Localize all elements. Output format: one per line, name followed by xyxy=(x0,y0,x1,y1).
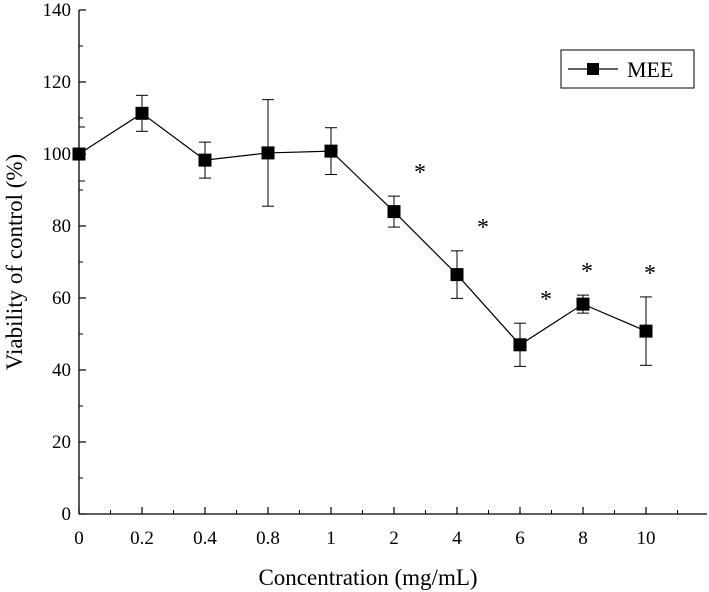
significance-asterisk: * xyxy=(540,287,552,313)
data-point xyxy=(324,144,338,158)
y-axis-title: Viability of control (%) xyxy=(2,154,27,370)
y-tick-label: 140 xyxy=(43,0,72,21)
error-bars xyxy=(78,94,652,367)
y-tick-label: 120 xyxy=(43,72,72,93)
x-tick-label: 1 xyxy=(326,528,336,549)
data-point xyxy=(261,146,275,160)
y-tick-label: 60 xyxy=(52,288,71,309)
data-point xyxy=(387,205,401,219)
significance-asterisk: * xyxy=(477,215,489,241)
y-ticks: 0 20 40 60 80 100 120 140 xyxy=(43,0,86,525)
x-tick-label: 10 xyxy=(637,528,656,549)
data-point xyxy=(639,324,653,338)
legend-marker xyxy=(587,63,599,75)
x-tick-label: 0.2 xyxy=(130,528,154,549)
significance-asterisk: * xyxy=(581,259,593,285)
data-point xyxy=(576,297,590,311)
legend-label-mee: MEE xyxy=(627,57,673,82)
data-point xyxy=(450,268,464,282)
data-point xyxy=(198,153,212,167)
y-tick-label: 20 xyxy=(52,432,71,453)
x-axis-title: Concentration (mg/mL) xyxy=(258,565,477,590)
significance-marks: * * * * * xyxy=(414,160,656,313)
significance-asterisk: * xyxy=(414,160,426,186)
legend: MEE xyxy=(560,49,695,89)
x-tick-label: 4 xyxy=(452,528,462,549)
data-point xyxy=(513,338,527,352)
significance-asterisk: * xyxy=(644,261,656,287)
x-tick-label: 6 xyxy=(515,528,525,549)
data-point xyxy=(72,147,86,161)
data-point xyxy=(135,106,149,120)
y-tick-label: 100 xyxy=(43,144,72,165)
data-markers xyxy=(72,106,653,352)
y-tick-label: 40 xyxy=(52,360,71,381)
y-tick-label: 80 xyxy=(52,216,71,237)
x-tick-label: 0.8 xyxy=(256,528,280,549)
x-tick-label: 0 xyxy=(74,528,84,549)
x-ticks: 0 0.2 0.4 0.8 1 2 4 6 8 10 xyxy=(74,507,678,549)
series-line-mee xyxy=(78,112,647,346)
x-tick-label: 0.4 xyxy=(193,528,217,549)
x-tick-label: 2 xyxy=(389,528,399,549)
x-tick-label: 8 xyxy=(578,528,588,549)
y-tick-label: 0 xyxy=(62,504,72,525)
